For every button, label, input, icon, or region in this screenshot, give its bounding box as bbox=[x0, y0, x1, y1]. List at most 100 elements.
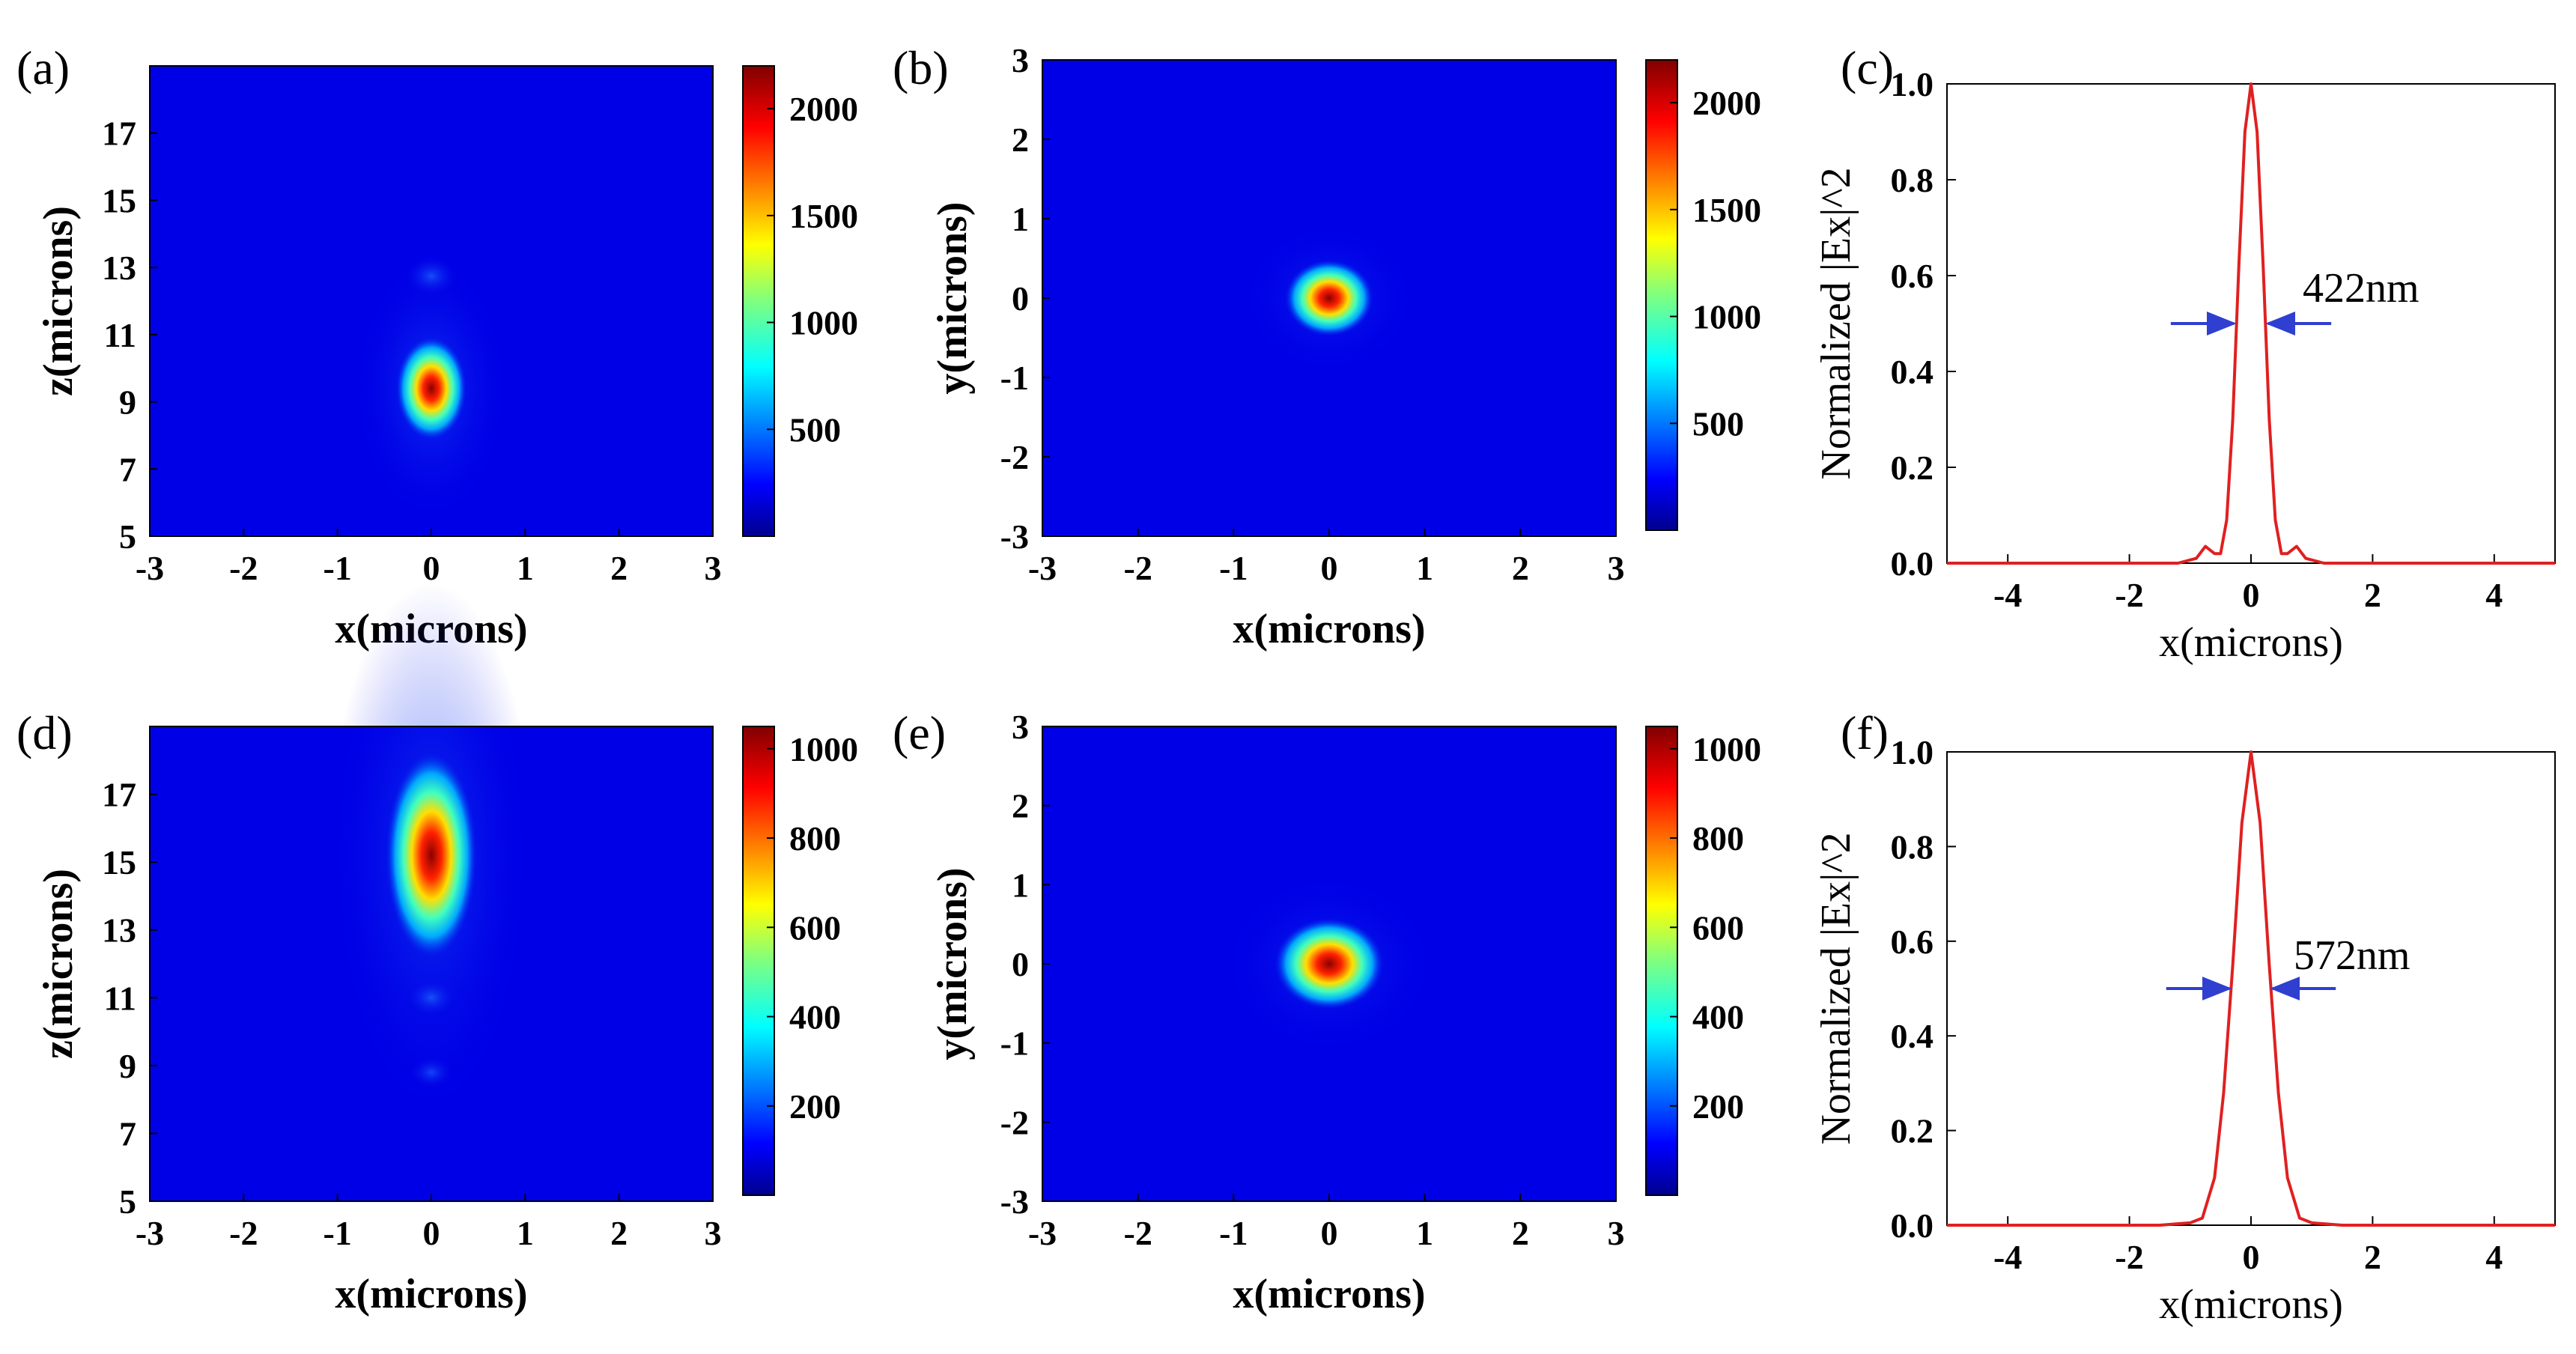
y-tick-label: 1 bbox=[1012, 866, 1029, 904]
heatmap-side-lobe bbox=[409, 1056, 454, 1090]
x-tick-label: 1 bbox=[1416, 549, 1433, 587]
panel-label: (c) bbox=[1841, 41, 1894, 94]
y-tick-label: 5 bbox=[119, 1183, 136, 1221]
x-tick-label: 0 bbox=[423, 1214, 440, 1252]
y-tick-label: 5 bbox=[119, 517, 136, 556]
y-tick-label: 0.8 bbox=[1891, 161, 1934, 199]
x-tick-label: -4 bbox=[1993, 576, 2022, 614]
y-tick-label: 0 bbox=[1012, 945, 1029, 983]
colorbar-tick-label: 400 bbox=[789, 998, 841, 1036]
y-tick-label: -2 bbox=[1000, 1103, 1029, 1141]
y-tick-label: 0.2 bbox=[1891, 449, 1934, 487]
colorbar-tick-label: 500 bbox=[1692, 404, 1744, 443]
panel-label: (a) bbox=[16, 41, 70, 94]
colorbar-tick-label: 1000 bbox=[1692, 730, 1761, 768]
x-tick-label: -4 bbox=[1993, 1238, 2022, 1276]
series-line bbox=[1947, 82, 2555, 565]
y-tick-label: 0 bbox=[1012, 279, 1029, 318]
colorbar-tick-label: 600 bbox=[789, 908, 841, 947]
y-tick-label: 3 bbox=[1012, 708, 1029, 746]
colorbar-tick-label: 800 bbox=[1692, 819, 1744, 857]
x-tick-label: 1 bbox=[1416, 1214, 1433, 1252]
y-tick-label: 0.2 bbox=[1891, 1112, 1934, 1150]
x-tick-label: 2 bbox=[2364, 1238, 2381, 1276]
colorbar bbox=[1645, 59, 1678, 531]
x-tick-label: 3 bbox=[705, 549, 722, 587]
y-tick-label: -2 bbox=[1000, 438, 1029, 476]
colorbar bbox=[1645, 726, 1678, 1196]
y-tick-label: 3 bbox=[1012, 41, 1029, 79]
y-axis-label: z(microns) bbox=[35, 206, 82, 396]
y-axis-label: Normalized |Ex|^2 bbox=[1813, 167, 1859, 479]
x-tick-label: 0 bbox=[2243, 576, 2260, 614]
x-tick-label: -1 bbox=[1219, 1214, 1248, 1252]
heatmap-focal-spot bbox=[1284, 259, 1374, 337]
x-tick-label: 1 bbox=[517, 549, 534, 587]
panel-label: (b) bbox=[893, 41, 949, 94]
y-tick-label: 9 bbox=[119, 1047, 136, 1085]
x-tick-label: 2 bbox=[1512, 1214, 1529, 1252]
x-tick-label: 0 bbox=[423, 549, 440, 587]
x-tick-label: -3 bbox=[1028, 1214, 1057, 1252]
colorbar-tick-label: 200 bbox=[1692, 1087, 1744, 1126]
x-axis-label: x(microns) bbox=[2159, 619, 2343, 666]
colorbar-tick-label: 1000 bbox=[789, 730, 858, 768]
y-tick-label: 2 bbox=[1012, 121, 1029, 159]
y-tick-label: -1 bbox=[1000, 359, 1029, 397]
panel-c: (c) -4 -2 0 2 4 0.0 0.2 0.4 0.6 0.8 1.0 422nm x(micro… bbox=[1813, 41, 2556, 666]
x-tick-label: -1 bbox=[323, 549, 352, 587]
x-tick-label: 0 bbox=[1321, 549, 1338, 587]
x-tick-label: -1 bbox=[1219, 549, 1248, 587]
x-tick-label: 3 bbox=[1608, 549, 1625, 587]
x-tick-label: -2 bbox=[1124, 549, 1152, 587]
x-axis-label: x(microns) bbox=[1233, 606, 1425, 652]
y-tick-label: 13 bbox=[102, 911, 136, 950]
colorbar bbox=[742, 726, 775, 1196]
colorbar-tick-label: 1500 bbox=[789, 197, 858, 235]
y-axis-label: y(microns) bbox=[929, 201, 976, 394]
x-tick-label: 2 bbox=[610, 1214, 628, 1252]
y-tick-label: 7 bbox=[119, 1114, 136, 1153]
y-tick-label: 1.0 bbox=[1891, 733, 1934, 771]
x-tick-label: -2 bbox=[1124, 1214, 1152, 1252]
y-tick-label: 0.4 bbox=[1891, 353, 1934, 391]
y-axis-label: Normalized |Ex|^2 bbox=[1813, 832, 1859, 1144]
x-tick-label: -3 bbox=[136, 1214, 164, 1252]
y-tick-label: 13 bbox=[102, 249, 136, 287]
x-tick-label: 2 bbox=[1512, 549, 1529, 587]
colorbar-tick-label: 600 bbox=[1692, 908, 1744, 947]
x-tick-label: 3 bbox=[705, 1214, 722, 1252]
x-tick-label: -2 bbox=[2115, 576, 2143, 614]
x-tick-label: 0 bbox=[1321, 1214, 1338, 1252]
y-axis-label: z(microns) bbox=[35, 869, 82, 1059]
colorbar-tick-label: 2000 bbox=[1692, 84, 1761, 122]
x-tick-label: -2 bbox=[2115, 1238, 2143, 1276]
y-axis-label: y(microns) bbox=[929, 867, 976, 1060]
colorbar-tick-label: 200 bbox=[789, 1087, 841, 1126]
panel-label: (f) bbox=[1841, 706, 1889, 759]
panel-d: (d) 200 400 600 800 1000 -3 -2 -1 0 1 2 3 5 7 9 11 13 15 17… bbox=[16, 583, 858, 1317]
colorbar-tick-label: 1500 bbox=[1692, 191, 1761, 229]
y-tick-label: 0.4 bbox=[1891, 1017, 1934, 1055]
y-tick-label: 17 bbox=[102, 776, 136, 814]
y-tick-label: 17 bbox=[102, 115, 136, 153]
x-tick-label: 3 bbox=[1608, 1214, 1625, 1252]
series-line bbox=[1947, 750, 2555, 1227]
heatmap-focal-spot bbox=[395, 336, 467, 441]
heatmap-side-lobe bbox=[404, 255, 458, 297]
y-tick-label: 11 bbox=[104, 316, 136, 354]
x-axis-label: x(microns) bbox=[335, 1271, 527, 1317]
x-tick-label: 0 bbox=[2243, 1238, 2260, 1276]
heatmap-focal-spot bbox=[1274, 917, 1385, 1010]
x-tick-label: -2 bbox=[229, 549, 258, 587]
panel-label: (d) bbox=[16, 706, 73, 759]
colorbar bbox=[742, 65, 775, 537]
x-tick-label: -2 bbox=[229, 1214, 258, 1252]
y-tick-label: 7 bbox=[119, 450, 136, 488]
x-tick-label: 2 bbox=[2364, 576, 2381, 614]
y-tick-label: 15 bbox=[102, 181, 136, 219]
panel-f: (f) -4 -2 0 2 4 0.0 0.2 0.4 0.6 0.8 1.0 572nm x(micro… bbox=[1813, 706, 2556, 1328]
plot-frame bbox=[1946, 751, 2556, 1226]
y-tick-label: 0.0 bbox=[1891, 1206, 1934, 1245]
